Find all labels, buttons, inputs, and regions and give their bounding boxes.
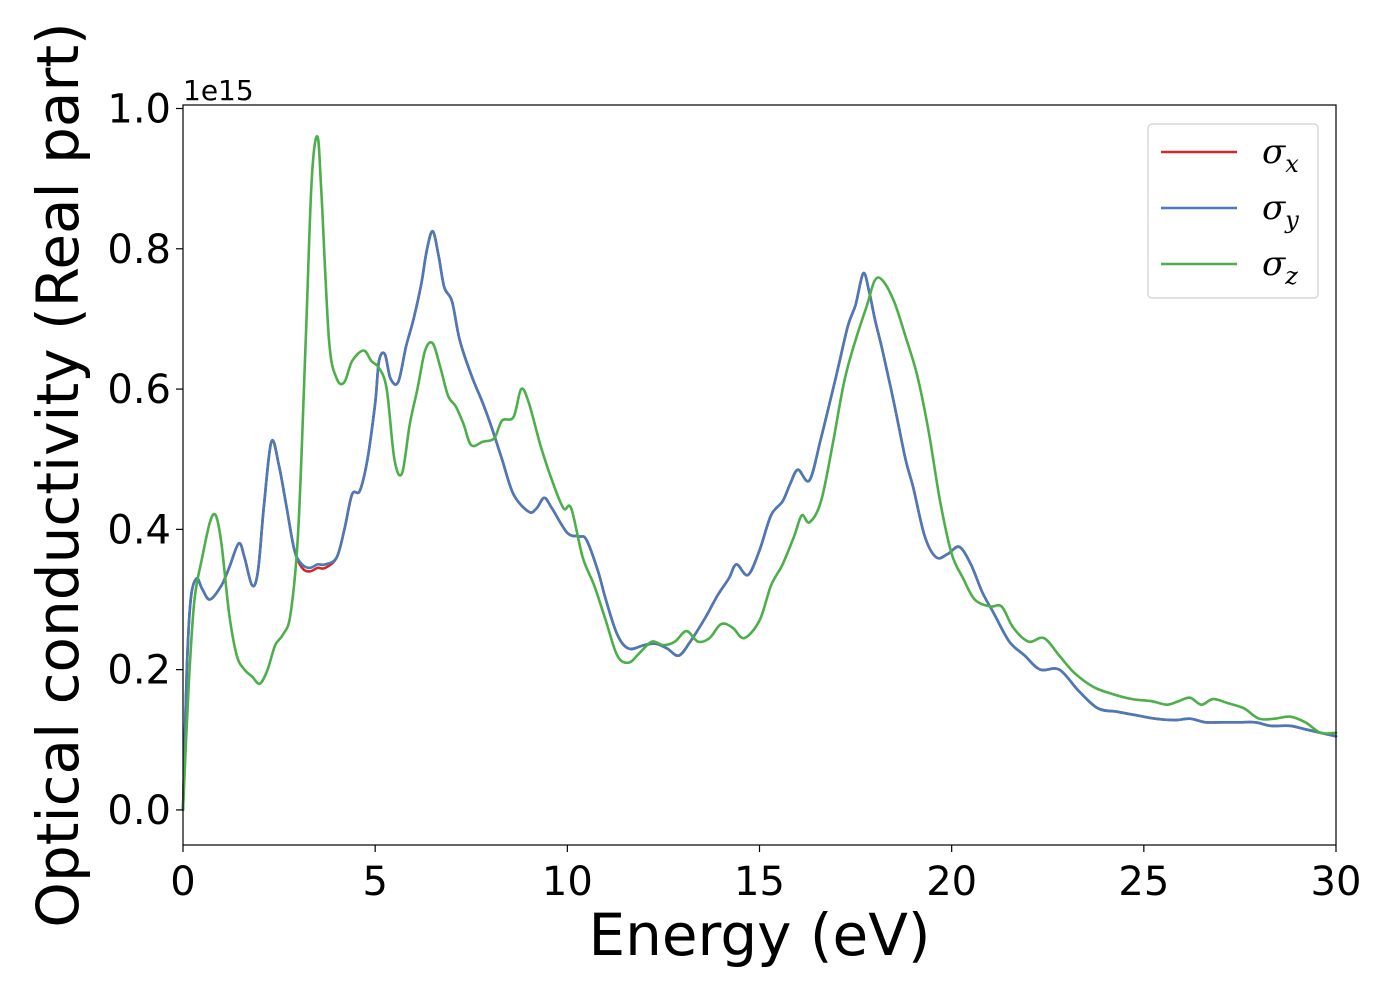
series-line-z — [181, 135, 1338, 812]
y-offset-label: 1e15 — [183, 74, 254, 107]
y-tick-label: 0.8 — [107, 227, 171, 273]
legend-label-z: σz — [1262, 244, 1298, 290]
x-tick-label: 20 — [926, 859, 977, 905]
y-tick-label: 0.4 — [107, 507, 171, 553]
series-layer — [181, 135, 1338, 812]
y-tick-label: 1.0 — [107, 87, 171, 133]
y-tick-label: 0.6 — [107, 367, 171, 413]
x-tick-label: 10 — [542, 859, 593, 905]
x-tick-label: 0 — [170, 859, 195, 905]
legend-label-y: σy — [1262, 188, 1299, 234]
series-line-y — [181, 229, 1338, 812]
y-axis: 0.0 0.2 0.4 0.6 0.8 1.0 — [107, 87, 183, 834]
legend: σx σy σz — [1147, 123, 1319, 299]
x-tick-label: 5 — [362, 859, 387, 905]
y-tick-label: 0.0 — [107, 788, 171, 834]
legend-box — [1147, 123, 1319, 299]
legend-label-x: σx — [1262, 132, 1299, 178]
x-tick-label: 30 — [1311, 859, 1362, 905]
x-tick-label: 25 — [1118, 859, 1169, 905]
x-tick-label: 15 — [734, 859, 785, 905]
y-axis-title: Optical conductivity (Real part) — [24, 22, 92, 927]
x-axis: 0 5 10 15 20 25 30 — [170, 845, 1361, 905]
y-tick-label: 0.2 — [107, 648, 171, 694]
x-axis-title: Energy (eV) — [588, 901, 930, 969]
